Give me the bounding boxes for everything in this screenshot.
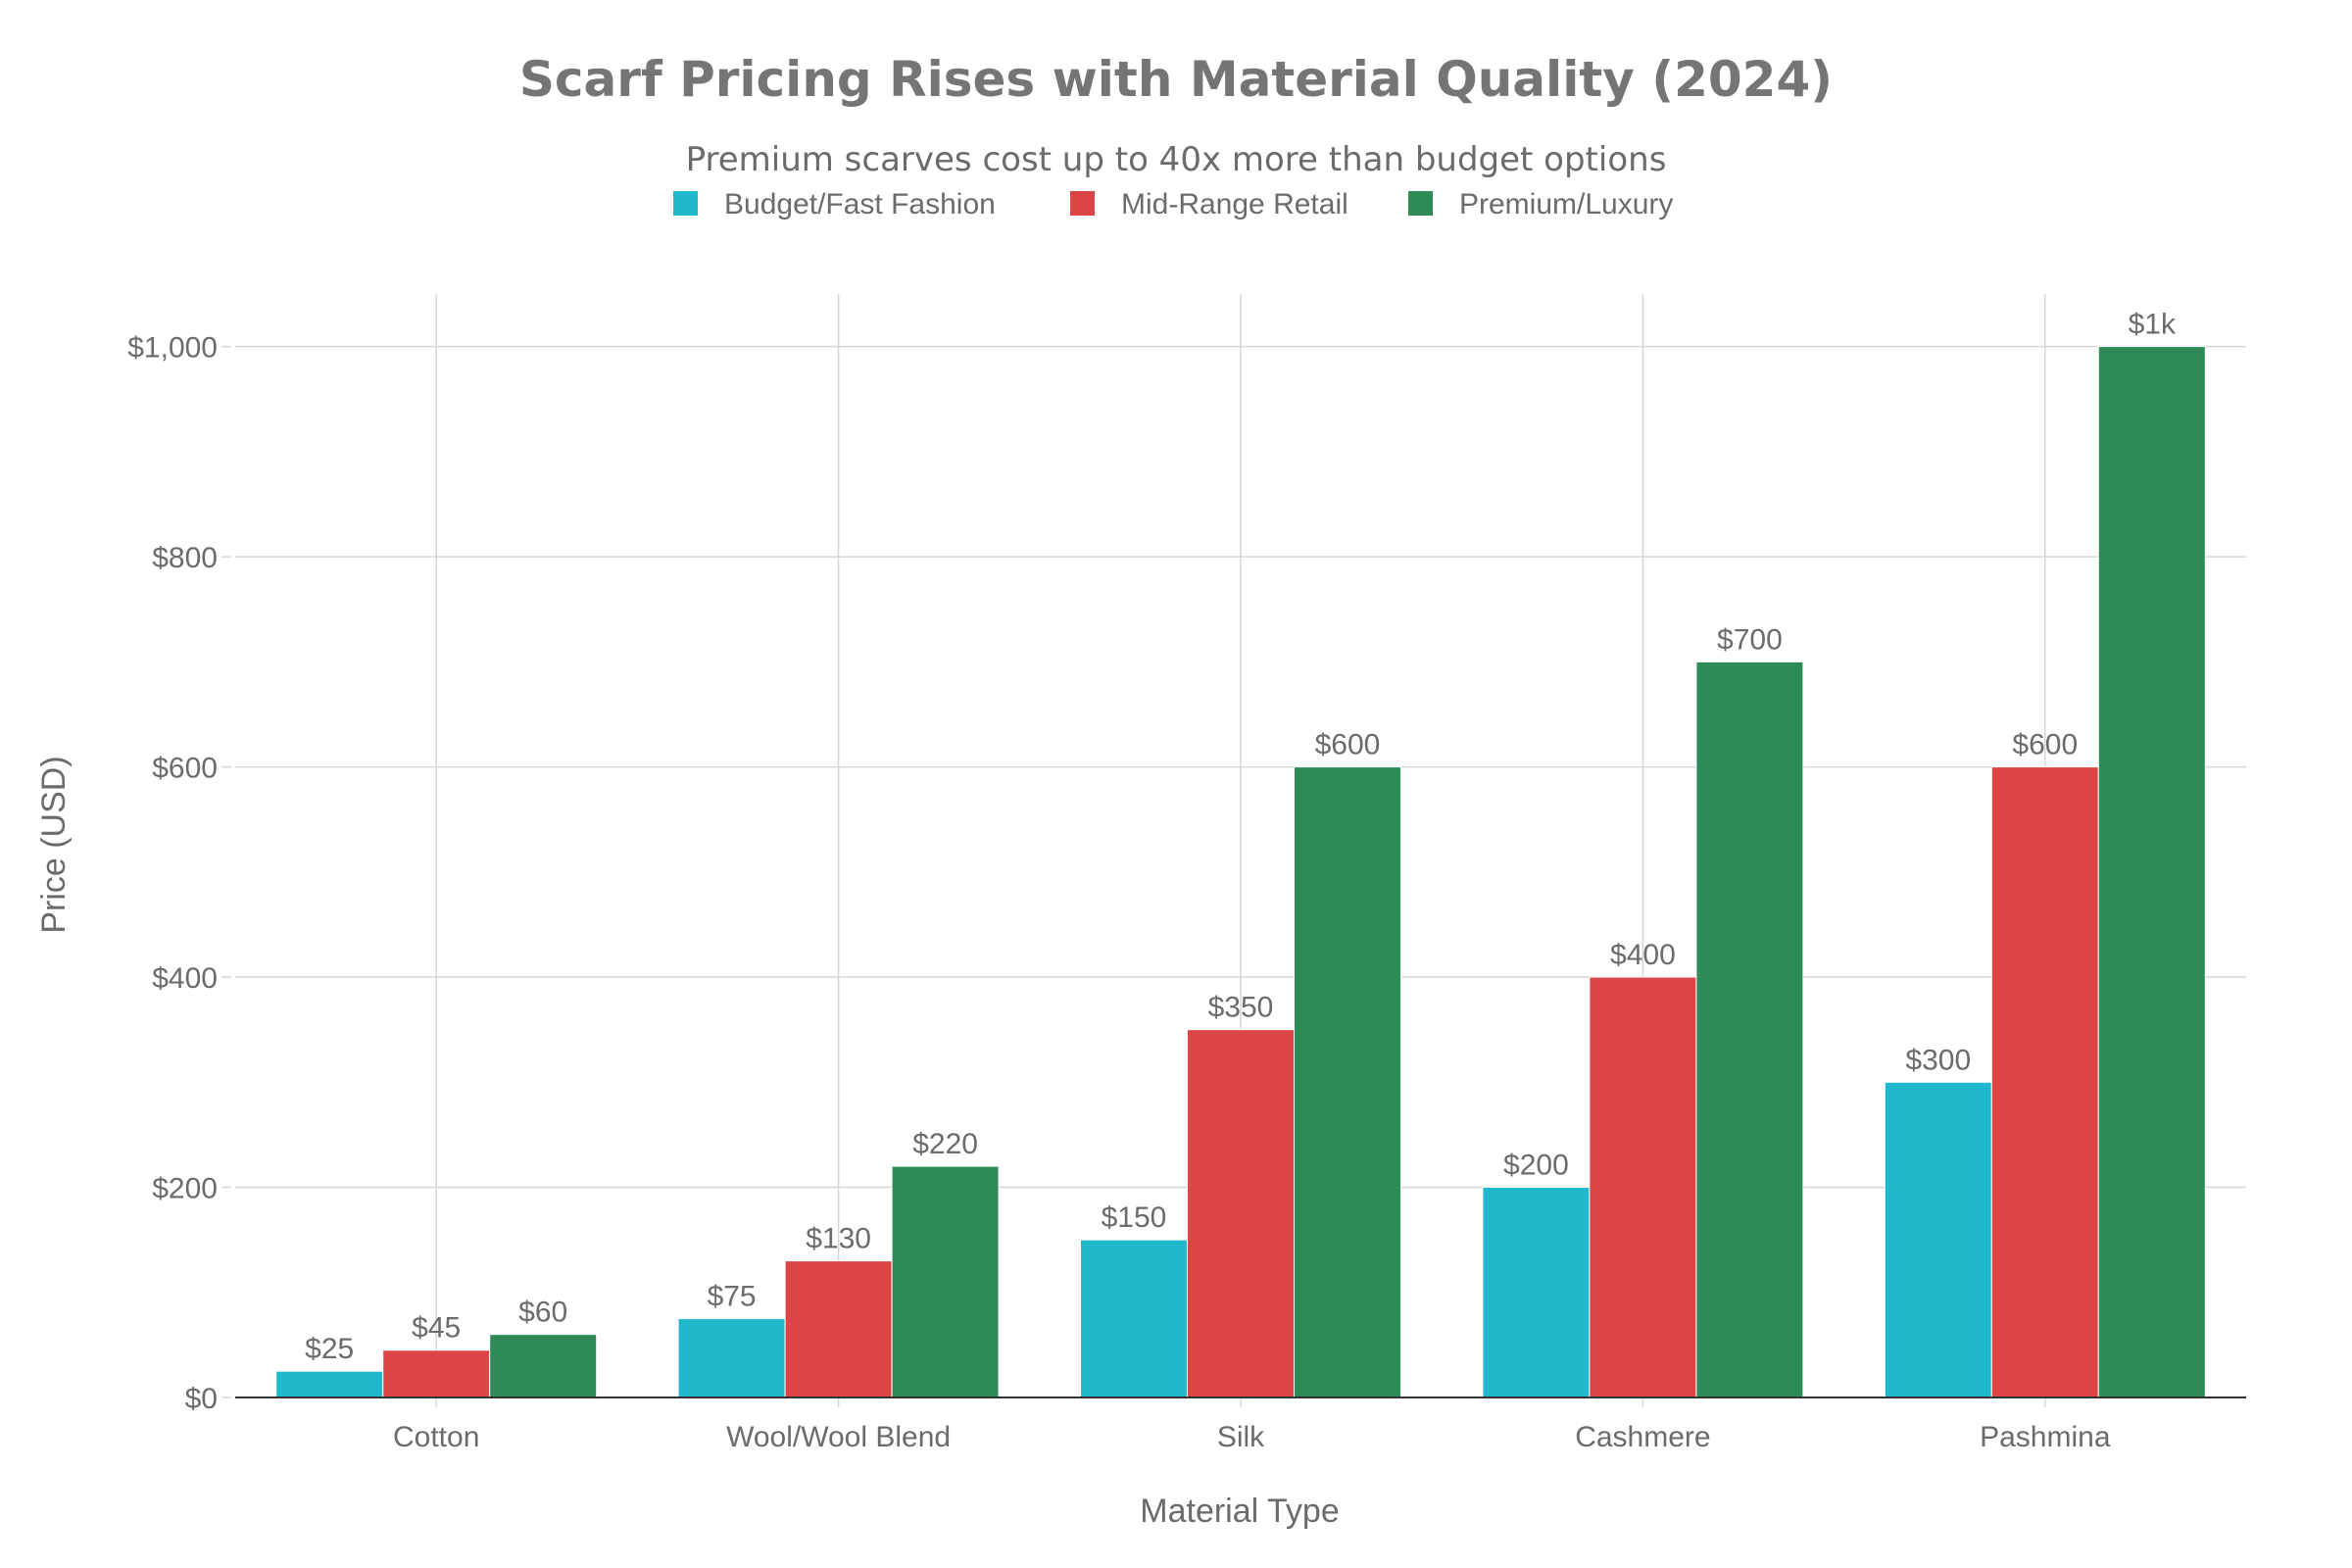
- data-label: $600: [1315, 729, 1381, 761]
- bar-mid-range-retail-cashmere[interactable]: [1589, 976, 1697, 1398]
- legend-swatch: [673, 191, 698, 216]
- data-label: $220: [912, 1128, 978, 1160]
- chart-title: Scarf Pricing Rises with Material Qualit…: [519, 51, 1833, 108]
- bar-premium-luxury-silk[interactable]: [1294, 766, 1401, 1398]
- y-tick-label: $1,000: [127, 332, 218, 365]
- data-label: $600: [2012, 729, 2078, 761]
- x-tick-label: Cotton: [393, 1421, 479, 1453]
- bars-layer: [275, 346, 2206, 1398]
- grid-layer: [221, 294, 2246, 1407]
- data-label: $150: [1102, 1201, 1167, 1234]
- y-tick-label: $0: [185, 1383, 218, 1415]
- bar-premium-luxury-wool-wool-blend[interactable]: [891, 1165, 1000, 1398]
- bar-budget-fast-fashion-pashmina[interactable]: [1884, 1081, 1992, 1398]
- bar-premium-luxury-cashmere[interactable]: [1695, 661, 1804, 1398]
- legend: Budget/Fast Fashion Mid-Range Retail Premi…: [673, 188, 1673, 220]
- bar-premium-luxury-cotton[interactable]: [489, 1334, 598, 1398]
- x-tick-label: Pashmina: [1980, 1421, 2111, 1453]
- data-label: $300: [1905, 1044, 1971, 1076]
- x-tick-label: Wool/Wool Blend: [726, 1421, 951, 1453]
- bar-premium-luxury-pashmina[interactable]: [2097, 346, 2206, 1398]
- data-label: $1k: [2129, 309, 2177, 341]
- bar-budget-fast-fashion-silk[interactable]: [1080, 1239, 1188, 1398]
- axis-layer: $0 $200 $400 $600 $800 $1,000 Cotton Wool/Wool …: [127, 332, 2246, 1453]
- bar-mid-range-retail-wool-wool-blend[interactable]: [784, 1260, 893, 1398]
- x-tick-label: Cashmere: [1575, 1421, 1710, 1453]
- legend-swatch: [1070, 191, 1095, 216]
- x-tick-label: Silk: [1217, 1421, 1265, 1453]
- chart-subtitle: Premium scarves cost up to 40x more than…: [686, 140, 1667, 179]
- y-tick-label: $600: [152, 753, 218, 785]
- bar-budget-fast-fashion-cashmere[interactable]: [1482, 1187, 1591, 1398]
- y-tick-label: $800: [152, 542, 218, 574]
- bar-mid-range-retail-pashmina[interactable]: [1990, 766, 2099, 1398]
- legend-label: Premium/Luxury: [1459, 188, 1673, 220]
- bar-budget-fast-fashion-cotton[interactable]: [275, 1370, 384, 1398]
- data-label: $200: [1503, 1150, 1569, 1182]
- legend-item[interactable]: Budget/Fast Fashion: [673, 188, 996, 220]
- legend-swatch: [1408, 191, 1433, 216]
- y-tick-label: $200: [152, 1173, 218, 1205]
- bar-mid-range-retail-silk[interactable]: [1187, 1029, 1295, 1398]
- data-label: $130: [806, 1223, 871, 1255]
- data-label: $45: [412, 1312, 461, 1345]
- data-label: $400: [1610, 939, 1676, 971]
- y-tick-label: $400: [152, 962, 218, 995]
- x-axis-title: Material Type: [1140, 1493, 1339, 1530]
- data-label: $700: [1717, 623, 1783, 656]
- legend-label: Mid-Range Retail: [1121, 188, 1348, 220]
- data-label: $25: [305, 1333, 354, 1365]
- y-axis-title: Price (USD): [35, 756, 73, 933]
- legend-item[interactable]: Mid-Range Retail: [1070, 188, 1348, 220]
- legend-item[interactable]: Premium/Luxury: [1408, 188, 1673, 220]
- data-label: $75: [708, 1281, 757, 1313]
- data-label: $60: [518, 1297, 567, 1329]
- data-label: $350: [1208, 992, 1274, 1024]
- bar-mid-range-retail-cotton[interactable]: [382, 1349, 491, 1398]
- legend-label: Budget/Fast Fashion: [724, 188, 996, 220]
- labels-layer: $25 $75 $150 $200 $300 $45 $130 $350 $400 $600 $60…: [305, 309, 2177, 1366]
- bar-budget-fast-fashion-wool-wool-blend[interactable]: [677, 1318, 786, 1398]
